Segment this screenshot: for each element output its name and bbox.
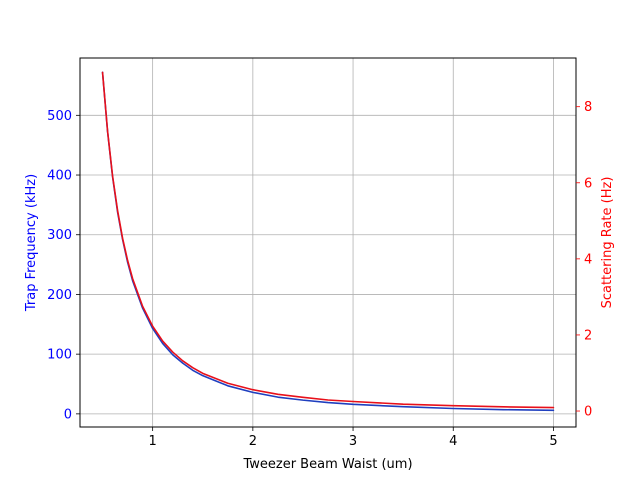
- y-right-tick-label: 0: [584, 405, 592, 420]
- y-right-tick-label: 2: [584, 328, 592, 343]
- y-right-tick-label: 4: [584, 252, 592, 267]
- y-right-tick-label: 8: [584, 100, 592, 115]
- x-tick-label: 5: [549, 434, 557, 449]
- y-left-tick-label: 300: [47, 228, 72, 243]
- x-tick-label: 3: [349, 434, 357, 449]
- y-left-tick-label: 0: [64, 407, 72, 422]
- x-tick-label: 4: [449, 434, 457, 449]
- y-left-tick-label: 500: [47, 109, 72, 124]
- x-axis-label: Tweezer Beam Waist (um): [242, 457, 412, 472]
- x-axis: 1 2 3 4 5: [149, 427, 558, 449]
- grid: [80, 58, 576, 427]
- scattering-rate-line: [101, 71, 555, 409]
- plot-frame: [79, 57, 577, 428]
- x-tick-label: 1: [149, 434, 157, 449]
- y-left-tick-label: 100: [47, 348, 72, 363]
- y-left-tick-label: 200: [47, 288, 72, 303]
- plot-lines: [101, 71, 555, 412]
- x-tick-label: 2: [249, 434, 257, 449]
- y-right-tick-label: 6: [584, 176, 592, 191]
- y-left-tick-label: 400: [47, 169, 72, 184]
- y-axis-right: 0 2 4 6 8: [576, 100, 592, 420]
- y-axis-left-label: Trap Frequency (kHz): [24, 174, 39, 312]
- y-axis-left: 0 100 200 300 400 500: [47, 109, 80, 422]
- y-axis-right-label: Scattering Rate (Hz): [600, 177, 615, 309]
